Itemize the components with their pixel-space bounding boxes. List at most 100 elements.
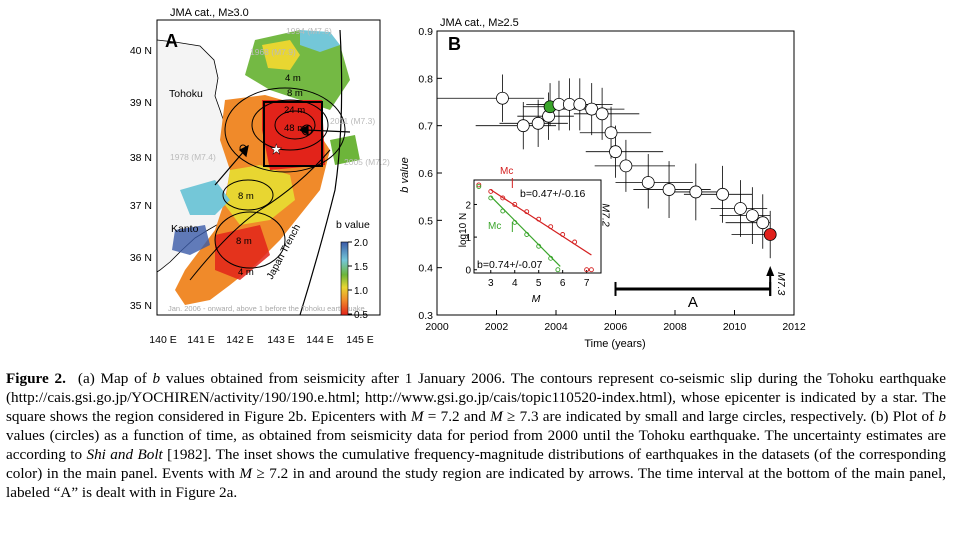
event-label-2011: 2011 (M7.3) [330, 116, 375, 126]
inset-chart: 3 4 5 6 7 0 1 2 log10 N M Mc Mc b=0.47+/-0.16 b… [458, 166, 602, 305]
lat-tick-label: 35 N [130, 300, 152, 312]
caption-italic: b [152, 370, 161, 387]
y-tick-label: 0.5 [418, 215, 433, 227]
x-tick-label: 2000 [425, 321, 449, 333]
caption-text: (a) Map of [77, 370, 153, 387]
inset-y-tick-label: 2 [465, 200, 471, 211]
inset-point [536, 243, 542, 249]
slip-label-8m-kanto: 8 m [236, 236, 252, 247]
slip-label-4m-south: 4 m [238, 267, 254, 278]
legend-tick-label: 1.5 [354, 262, 368, 273]
inset-fit-green: b=0.74+/-0.07 [477, 259, 543, 271]
panel-a-catalog-label: JMA cat., M≥3.0 [170, 7, 249, 19]
lon-tick-label: 145 E [346, 334, 373, 346]
data-point [516, 119, 530, 133]
caption-text: = 7.2 and [423, 408, 491, 425]
event-label-1994: 1994 (M7.6) [286, 26, 332, 36]
inset-x-tick-label: 6 [560, 278, 566, 289]
inset-point [524, 209, 530, 215]
inset-point [476, 184, 482, 189]
inset-mc-label-red: Mc [500, 166, 513, 177]
event-arrow-label: M7.3 [775, 272, 787, 296]
caption-text: ≥ 7.3 are indicated by small and large c… [502, 408, 939, 425]
y-tick-label: 0.8 [418, 73, 433, 85]
x-axis-label: Time (years) [584, 338, 645, 350]
x-tick-label: 2010 [723, 321, 747, 333]
inset-point [512, 202, 518, 207]
y-tick-label: 0.6 [418, 168, 433, 180]
place-label-tohoku: Tohoku [169, 88, 203, 100]
legend-tick-label: 1.0 [354, 286, 368, 297]
data-point [573, 97, 587, 111]
slip-label-8m: 8 m [287, 88, 303, 99]
y-axis-label: b value [399, 157, 411, 192]
event-label-1978: 1978 (M7.4) [170, 152, 216, 162]
panel-b-letter: B [448, 34, 461, 54]
inset-point [572, 239, 578, 245]
x-tick-label: 2004 [544, 321, 568, 333]
data-point [716, 187, 729, 201]
slip-label-48m: 48 m [284, 123, 305, 134]
inset-x-label: M [532, 293, 541, 305]
inset-point [560, 232, 566, 237]
legend-title: b value [336, 219, 370, 231]
inset-fit-line [490, 195, 561, 267]
inset-x-tick-label: 4 [512, 278, 518, 289]
x-tick-label: 2002 [485, 321, 509, 333]
data-point [689, 185, 703, 199]
inset-x-tick-label: 3 [488, 278, 494, 289]
caption-text: ≥ 7.2 in and around the study region are… [6, 465, 946, 501]
slip-label-4m: 4 m [285, 73, 301, 84]
panel-b-catalog-label: JMA cat., M≥2.5 [440, 17, 519, 29]
caption-italic: M [490, 408, 503, 425]
y-tick-label: 0.9 [418, 26, 433, 38]
inset-point [476, 182, 482, 188]
legend-tick-label: 2.0 [354, 238, 368, 249]
caption-italic: b [938, 408, 946, 425]
x-tick-label: 2012 [782, 321, 806, 333]
caption-italic: Shi and Bolt [86, 446, 163, 463]
inset-x-tick-label: 7 [584, 278, 590, 289]
y-tick-label: 0.3 [418, 310, 433, 322]
figure-graphic: JMA cat., M≥3.0 [130, 7, 806, 350]
panel-a-map: JMA cat., M≥3.0 [130, 7, 390, 346]
data-point [604, 126, 618, 140]
x-tick-label: 2008 [663, 321, 687, 333]
data-point [496, 91, 509, 105]
data-point [609, 145, 622, 159]
slip-label-24m: 24 m [284, 105, 305, 116]
data-point [619, 159, 633, 173]
inset-point [500, 195, 506, 201]
y-tick-label: 0.4 [418, 263, 433, 275]
data-point [756, 216, 770, 230]
inset-x-tick-label: 5 [536, 278, 542, 289]
caption-text: [1982]. The inset shows the cumulative f… [6, 446, 946, 482]
event-label-2005: 2005 (M7.2) [344, 157, 390, 167]
inset-point [500, 208, 506, 214]
data-point [531, 116, 545, 130]
event-label-1968: 1968 (M7.9) [250, 47, 296, 57]
figure-label: Figure 2. [6, 370, 66, 387]
lon-tick-label: 142 E [226, 334, 253, 346]
inset-fit-red: b=0.47+/-0.16 [520, 188, 586, 200]
caption-text: values obtained from seismicity after 1 … [6, 370, 946, 425]
lat-tick-label: 37 N [130, 200, 152, 212]
inset-point [536, 216, 542, 222]
epicenter-star-icon: ★ [270, 141, 283, 157]
slip-label-8m-south: 8 m [238, 191, 254, 202]
data-point [734, 202, 747, 215]
inset-point [548, 224, 554, 230]
data-point [641, 176, 655, 189]
data-point [745, 209, 759, 223]
place-label-kanto: Kanto [171, 223, 199, 235]
inset-point [555, 267, 561, 273]
legend-tick-label: 0.5 [354, 310, 368, 321]
caption-text: values (circles) as a function of time, … [6, 427, 946, 463]
inset-point [524, 232, 530, 237]
inset-point [588, 267, 594, 273]
inset-point [548, 255, 554, 261]
caption-italic: M [239, 465, 252, 482]
event-arrow-label: M7.2 [600, 203, 612, 227]
inset-point [584, 267, 590, 273]
inset-point [488, 188, 494, 194]
